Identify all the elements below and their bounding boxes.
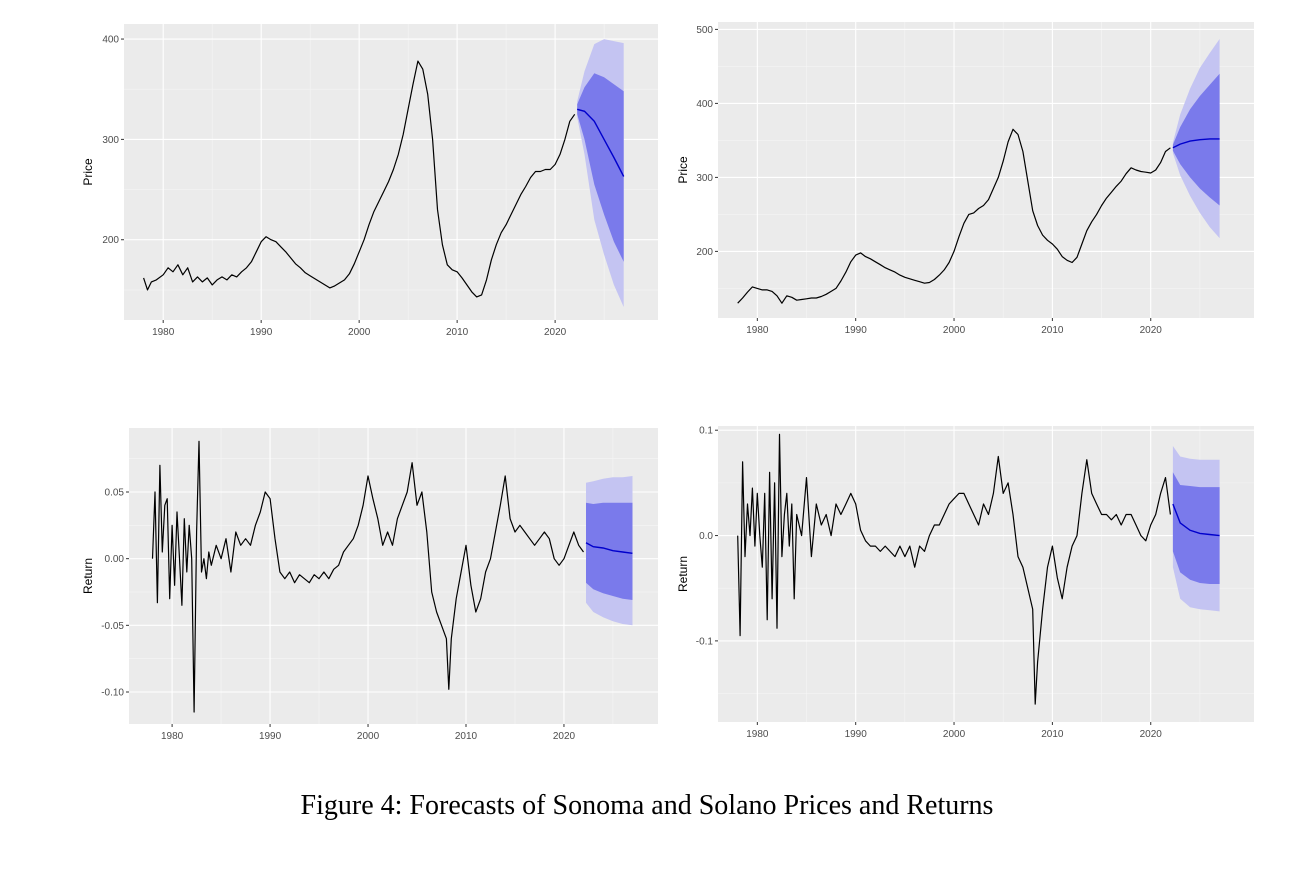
sonoma-return-x-tick-label: 2010: [455, 731, 478, 742]
solano-return-panel-background: [718, 426, 1254, 722]
sonoma-price-y-tick-label: 200: [102, 235, 119, 246]
solano-price-y-axis-title: Price: [676, 156, 690, 184]
sonoma-price-x-tick-label: 2020: [544, 327, 567, 338]
figure-caption: Figure 4: Forecasts of Sonoma and Solano…: [300, 790, 994, 821]
solano-return-y-tick-label: 0.0: [699, 531, 713, 542]
sonoma-return-y-tick-label: 0.00: [105, 554, 125, 565]
solano-price-x-tick-label: 2000: [943, 325, 966, 336]
sonoma-price-panel-background: [124, 24, 658, 320]
sonoma-return-x-tick-label: 2000: [357, 731, 380, 742]
solano-return-forecast-band-80: [1172, 472, 1220, 584]
sonoma-price-x-tick-label: 2000: [348, 327, 371, 338]
solano-return-x-tick-label: 2000: [943, 729, 966, 740]
sonoma-price-y-tick-label: 400: [102, 35, 119, 46]
solano-price-y-tick-label: 500: [696, 25, 713, 36]
sonoma-return-y-tick-label: 0.05: [105, 488, 125, 499]
solano-price-y-tick-label: 300: [696, 173, 713, 184]
solano-price-x-tick-label: 2010: [1041, 325, 1064, 336]
solano-return-x-tick-label: 2020: [1140, 729, 1163, 740]
sonoma-price-chart: 1980 1990 2000 2010 2020 200 300 400 Price: [81, 24, 658, 338]
solano-price-x-tick-label: 2020: [1140, 325, 1163, 336]
solano-price-y-tick-label: 400: [696, 99, 713, 110]
sonoma-return-forecast-mean-line: [585, 542, 633, 554]
sonoma-price-x-tick-label: 1990: [250, 327, 273, 338]
solano-return-forecast-mean-line: [1172, 503, 1220, 537]
solano-price-x-tick-label: 1990: [845, 325, 868, 336]
sonoma-price-y-axis-title: Price: [81, 158, 95, 186]
solano-return-y-axis-title: Return: [676, 556, 690, 592]
sonoma-return-y-tick-label: -0.05: [101, 621, 124, 632]
sonoma-return-x-tick-label: 1990: [259, 731, 282, 742]
solano-return-chart: 1980 1990 2000 2010 2020 -0.1 0.0 0.1 Return: [676, 426, 1254, 740]
solano-price-panel-background: [718, 22, 1254, 318]
sonoma-return-forecast-band-80: [586, 502, 633, 600]
sonoma-return-chart: 1980 1990 2000 2010 2020 -0.10 -0.05 0.00 0.05 Re…: [81, 428, 658, 742]
solano-price-forecast-mean-line: [1172, 138, 1220, 149]
solano-price-chart: 1980 1990 2000 2010 2020 200 300 400 500 Price: [676, 22, 1254, 336]
sonoma-return-x-tick-label: 1980: [161, 731, 184, 742]
solano-return-x-tick-label: 1980: [746, 729, 769, 740]
solano-price-y-tick-label: 200: [696, 247, 713, 258]
sonoma-return-history-line: [151, 440, 584, 713]
solano-price-history-line: [737, 128, 1171, 304]
sonoma-return-y-axis-title: Return: [81, 558, 95, 594]
solano-price-x-tick-label: 1980: [746, 325, 769, 336]
sonoma-return-x-tick-label: 2020: [553, 731, 576, 742]
sonoma-price-forecast-band-80: [577, 73, 624, 262]
solano-return-y-tick-label: 0.1: [699, 426, 713, 437]
sonoma-price-x-tick-label: 2010: [446, 327, 469, 338]
sonoma-return-panel-background: [129, 428, 658, 724]
solano-return-x-tick-label: 1990: [845, 729, 868, 740]
sonoma-price-forecast-mean-line: [577, 108, 625, 177]
solano-return-history-line: [737, 433, 1171, 705]
sonoma-price-history-line: [143, 60, 576, 298]
solano-return-y-tick-label: -0.1: [696, 636, 714, 647]
sonoma-price-x-tick-label: 1980: [152, 327, 175, 338]
solano-return-x-tick-label: 2010: [1041, 729, 1064, 740]
sonoma-price-y-tick-label: 300: [102, 135, 119, 146]
sonoma-return-y-tick-label: -0.10: [101, 688, 124, 699]
